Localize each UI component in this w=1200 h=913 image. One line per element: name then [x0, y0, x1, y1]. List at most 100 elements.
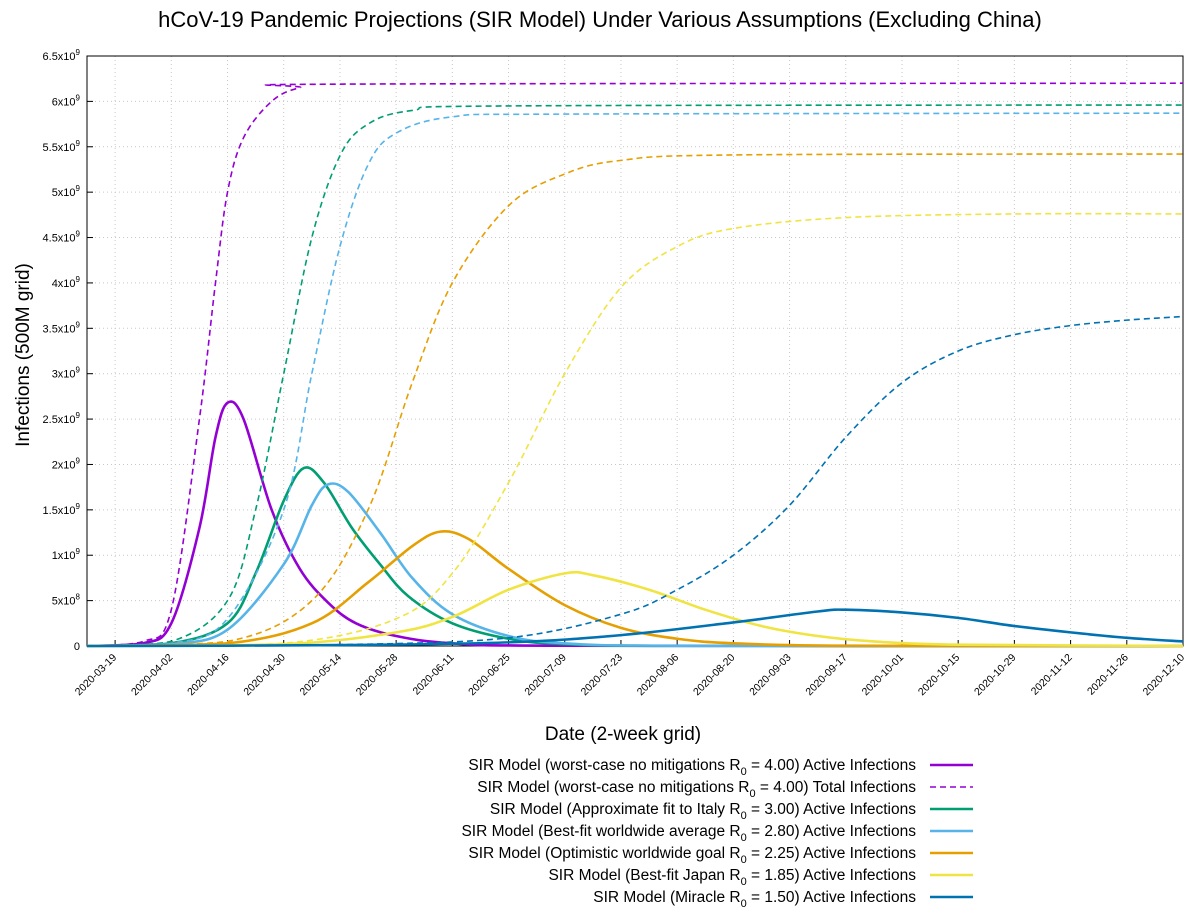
legend-label-italy-active: SIR Model (Approximate fit to Italy R0 =… [490, 801, 916, 822]
y-tick-exponent: 9 [76, 456, 81, 465]
x-tick-label: 2020-03-19 [73, 652, 120, 699]
y-tick-exponent: 9 [76, 184, 81, 193]
legend-text-suffix: = 1.50) Active Infections [747, 889, 917, 906]
x-tick-label: 2020-07-09 [522, 652, 569, 699]
y-tick-label: 3.5x109 [43, 320, 81, 335]
y-tick-exponent: 9 [76, 502, 81, 511]
legend-label-japan-active: SIR Model (Best-fit Japan R0 = 1.85) Act… [548, 867, 916, 888]
y-tick-label: 5x109 [52, 184, 81, 199]
series-line-worldwide-active [86, 482, 1184, 648]
x-tick-label: 2020-05-28 [354, 652, 401, 699]
x-tick-label: 2020-09-03 [747, 652, 794, 699]
y-axis-label: Infections (500M grid) [13, 263, 34, 447]
legend-text-subscript: 0 [741, 876, 747, 888]
x-tick-label: 2020-04-30 [241, 652, 288, 699]
legend-label-miracle-active: SIR Model (Miracle R0 = 1.50) Active Inf… [593, 889, 916, 910]
x-tick-label: 2020-11-26 [1085, 652, 1131, 698]
y-tick-label: 1x109 [52, 547, 81, 562]
y-tick-mantissa: 2x10 [52, 459, 76, 471]
legend-label-worst-case-active: SIR Model (worst-case no mitigations R0 … [468, 757, 916, 778]
legend-label-worst-case-total: SIR Model (worst-case no mitigations R0 … [477, 779, 916, 800]
y-tick-label: 0 [74, 641, 80, 653]
legend-text-main: SIR Model (worst-case no mitigations R [468, 757, 740, 774]
series-line-japan-total [86, 212, 1184, 647]
y-tick-mantissa: 2.5x10 [43, 414, 76, 426]
x-tick-label: 2020-10-29 [972, 652, 1019, 699]
series-line-miracle-total [86, 315, 1184, 647]
y-tick-text: 0 [74, 641, 80, 653]
legend-text-main: SIR Model (Optimistic worldwide goal R [468, 845, 740, 862]
plot-frame [86, 55, 1184, 647]
y-tick-mantissa: 5x10 [52, 187, 76, 199]
x-tick-label: 2020-08-20 [691, 652, 738, 699]
x-tick-label: 2020-11-12 [1029, 652, 1075, 698]
legend-text-subscript: 0 [741, 766, 747, 778]
chart-title: hCoV-19 Pandemic Projections (SIR Model)… [158, 7, 1042, 32]
grid-lines [87, 55, 1184, 647]
y-tick-label: 5x108 [52, 593, 81, 608]
x-tick-label: 2020-10-01 [860, 652, 907, 699]
y-tick-label: 1.5x109 [43, 502, 81, 517]
y-tick-label: 2.5x109 [43, 411, 81, 426]
legend-text-suffix: = 2.80) Active Infections [747, 823, 917, 840]
y-tick-exponent: 8 [76, 593, 81, 602]
x-tick-label: 2020-06-11 [411, 652, 457, 698]
y-tick-exponent: 9 [76, 275, 81, 284]
legend-text-subscript: 0 [741, 854, 747, 866]
y-tick-mantissa: 5.5x10 [43, 142, 76, 154]
legend-text-subscript: 0 [741, 810, 747, 822]
x-tick-label: 2020-04-02 [129, 652, 176, 699]
series-line-miracle-active [86, 608, 1184, 648]
x-tick-label: 2020-06-25 [466, 652, 513, 699]
x-tick-label: 2020-12-10 [1141, 652, 1188, 699]
x-tick-label: 2020-04-16 [185, 652, 232, 699]
legend-text-subscript: 0 [741, 898, 747, 910]
legend-text-subscript: 0 [741, 832, 747, 844]
y-tick-mantissa: 4x10 [52, 278, 76, 290]
y-tick-exponent: 9 [76, 366, 81, 375]
y-tick-label: 2x109 [52, 456, 81, 471]
x-tick-label: 2020-10-15 [916, 652, 963, 699]
y-tick-label: 6x109 [52, 93, 81, 108]
legend-text-main: SIR Model (Miracle R [593, 889, 740, 906]
series-line-italy-total [86, 104, 1184, 647]
y-tick-exponent: 9 [76, 230, 81, 239]
series-line-italy-active [86, 466, 1184, 648]
y-tick-exponent: 9 [76, 93, 81, 102]
y-tick-label: 4x109 [52, 275, 81, 290]
legend-label-optimistic-active: SIR Model (Optimistic worldwide goal R0 … [468, 845, 916, 866]
y-tick-label: 5.5x109 [43, 139, 81, 154]
legend-text-suffix: = 1.85) Active Infections [747, 867, 917, 884]
y-tick-mantissa: 3x10 [52, 369, 76, 381]
y-tick-exponent: 9 [76, 320, 81, 329]
y-tick-mantissa: 6.5x10 [43, 51, 76, 63]
legend-text-main: SIR Model (Best-fit worldwide average R [461, 823, 740, 840]
x-tick-label: 2020-07-23 [579, 652, 626, 699]
series-line-optimistic-active [86, 530, 1184, 648]
legend-label-worldwide-active: SIR Model (Best-fit worldwide average R0… [461, 823, 916, 844]
series-line-worst-case-total [86, 82, 1184, 647]
x-tick-label: 2020-09-17 [803, 652, 850, 699]
y-tick-mantissa: 4.5x10 [43, 233, 76, 245]
legend-text-suffix: = 3.00) Active Infections [747, 801, 917, 818]
y-tick-exponent: 9 [76, 411, 81, 420]
y-axis-ticks: 05x1081x1091.5x1092x1092.5x1093x1093.5x1… [43, 48, 93, 653]
y-tick-exponent: 9 [76, 48, 81, 57]
legend-text-main: SIR Model (Best-fit Japan R [548, 867, 740, 884]
y-tick-mantissa: 1.5x10 [43, 505, 76, 517]
y-tick-mantissa: 5x10 [52, 596, 76, 608]
y-tick-mantissa: 1x10 [52, 550, 76, 562]
x-axis-label: Date (2-week grid) [545, 724, 701, 745]
legend-text-suffix: = 4.00) Total Infections [756, 779, 917, 796]
series-line-optimistic-total [86, 153, 1184, 647]
series-line-worldwide-total [86, 112, 1184, 647]
series-line-japan-active [86, 570, 1184, 648]
x-tick-label: 2020-05-14 [298, 652, 345, 699]
y-tick-label: 3x109 [52, 366, 81, 381]
series-line-worst-case-active [86, 400, 1184, 648]
y-tick-exponent: 9 [76, 139, 81, 148]
legend-text-suffix: = 2.25) Active Infections [747, 845, 917, 862]
y-tick-label: 6.5x109 [43, 48, 81, 63]
y-tick-label: 4.5x109 [43, 230, 81, 245]
